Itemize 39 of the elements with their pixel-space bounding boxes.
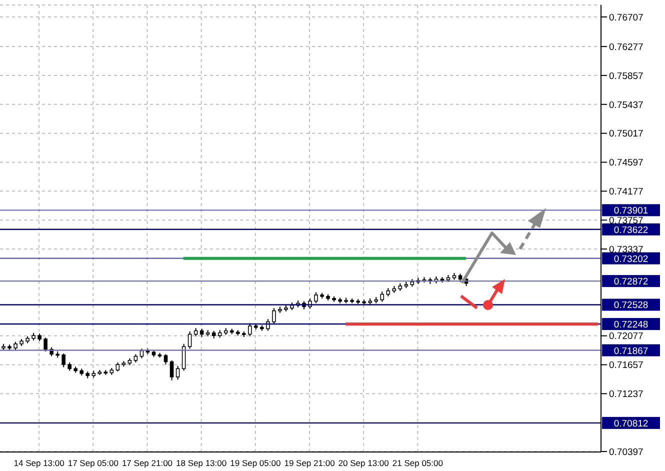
y-tick-label: 0.71237	[609, 389, 644, 400]
candlestick	[44, 337, 48, 352]
ref-line-label: 0.73202	[614, 254, 648, 265]
candlestick	[62, 353, 66, 368]
y-tick-label: 0.75437	[609, 100, 644, 111]
x-tick-label: 17 Sep 21:00	[122, 458, 173, 468]
x-tick-label: 14 Sep 13:00	[14, 458, 65, 468]
candlestick	[164, 354, 168, 366]
candlestick	[170, 360, 174, 381]
x-tick-label: 18 Sep 13:00	[176, 458, 227, 468]
ref-line-label: 0.73622	[614, 224, 648, 236]
candlestick	[188, 330, 192, 350]
y-tick-label: 0.75857	[609, 70, 644, 82]
candlestick	[176, 365, 180, 380]
x-tick-label: 21 Sep 05:00	[392, 458, 444, 468]
y-tick-label: 0.70397	[609, 446, 644, 458]
ref-line-label: 0.72872	[614, 276, 648, 288]
y-tick-label: 0.76707	[609, 12, 644, 24]
x-tick-label: 20 Sep 13:00	[338, 458, 390, 468]
y-tick-label: 0.74597	[609, 158, 644, 169]
candlestick	[314, 292, 318, 304]
y-tick-label: 0.75017	[609, 128, 644, 140]
y-tick-label: 0.72077	[609, 331, 644, 342]
y-tick-label: 0.71657	[609, 360, 644, 372]
y-tick-label: 0.74177	[609, 186, 644, 198]
candlestick	[248, 322, 252, 337]
ref-line-label: 0.72528	[614, 300, 648, 312]
y-tick-label: 0.76277	[609, 42, 644, 53]
ref-line-label: 0.71867	[614, 346, 648, 357]
y-tick-label: 0.73337	[609, 244, 644, 256]
x-tick-label: 17 Sep 05:00	[68, 458, 119, 468]
ref-line-label: 0.72248	[614, 320, 648, 331]
x-tick-label: 19 Sep 05:00	[230, 458, 281, 468]
candlestick	[266, 318, 270, 332]
ref-line-label: 0.73901	[614, 206, 648, 217]
ref-line-label: 0.70812	[614, 418, 648, 430]
candlestick	[380, 291, 384, 302]
x-tick-label: 19 Sep 21:00	[284, 458, 336, 468]
candlestick	[272, 308, 276, 324]
